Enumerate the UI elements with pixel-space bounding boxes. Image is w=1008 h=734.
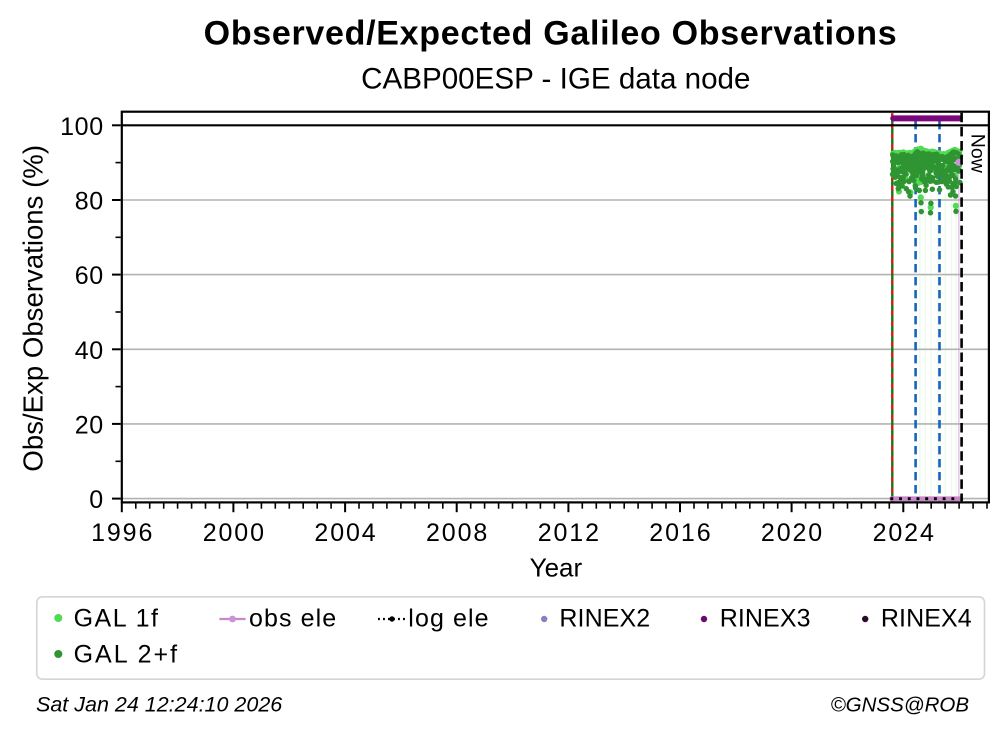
svg-text:©GNSS@ROB: ©GNSS@ROB <box>831 693 969 716</box>
svg-text:Observed/Expected Galileo Obse: Observed/Expected Galileo Observations <box>204 14 898 52</box>
svg-text:2024: 2024 <box>873 519 936 547</box>
svg-text:Year: Year <box>530 552 583 582</box>
svg-text:2012: 2012 <box>538 519 601 547</box>
svg-text:RINEX3: RINEX3 <box>720 604 811 632</box>
svg-text:2004: 2004 <box>314 519 377 547</box>
svg-text:20: 20 <box>75 412 104 440</box>
svg-text:60: 60 <box>75 262 104 290</box>
svg-text:RINEX4: RINEX4 <box>881 604 972 632</box>
svg-text:Sat Jan 24 12:24:10 2026: Sat Jan 24 12:24:10 2026 <box>36 692 282 716</box>
svg-text:0: 0 <box>89 486 104 514</box>
svg-text:Obs/Exp Observations (%): Obs/Exp Observations (%) <box>17 145 48 472</box>
svg-text:100: 100 <box>60 113 104 141</box>
svg-text:log ele: log ele <box>408 604 489 632</box>
svg-text:obs ele: obs ele <box>249 604 337 632</box>
svg-text:2020: 2020 <box>761 519 824 547</box>
svg-text:2016: 2016 <box>649 519 712 547</box>
svg-text:GAL 2+f: GAL 2+f <box>74 640 180 668</box>
svg-text:GAL 1f: GAL 1f <box>74 604 160 632</box>
svg-text:CABP00ESP - IGE data node: CABP00ESP - IGE data node <box>361 63 750 96</box>
svg-text:Now: Now <box>966 134 988 174</box>
svg-text:2000: 2000 <box>203 519 266 547</box>
svg-text:1996: 1996 <box>91 519 154 547</box>
svg-text:40: 40 <box>75 337 104 365</box>
svg-text:2008: 2008 <box>426 519 489 547</box>
svg-text:80: 80 <box>75 188 104 216</box>
svg-text:RINEX2: RINEX2 <box>559 604 650 632</box>
